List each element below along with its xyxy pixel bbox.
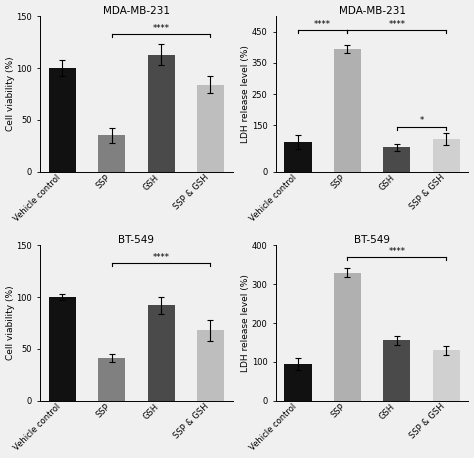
Bar (147, 55, 174, 172)
Text: ****: **** (314, 20, 331, 29)
Bar (433, 139, 460, 172)
Bar (284, 364, 311, 401)
Bar (383, 340, 410, 401)
Bar (147, 305, 174, 401)
Bar (197, 85, 224, 172)
Title: BT-549: BT-549 (354, 234, 390, 245)
Bar (383, 147, 410, 172)
Bar (98, 136, 125, 172)
Y-axis label: Cell viability (%): Cell viability (%) (6, 57, 15, 131)
Title: MDA-MB-231: MDA-MB-231 (338, 5, 406, 16)
Y-axis label: LDH release level (%): LDH release level (%) (241, 274, 250, 372)
Bar (334, 49, 361, 172)
Text: ****: **** (388, 20, 405, 29)
Text: ****: **** (153, 24, 170, 33)
Y-axis label: LDH release level (%): LDH release level (%) (241, 45, 250, 143)
Text: ****: **** (153, 253, 170, 262)
Bar (49, 68, 76, 172)
Title: MDA-MB-231: MDA-MB-231 (103, 5, 170, 16)
Text: ****: **** (388, 247, 405, 256)
Y-axis label: Cell viability (%): Cell viability (%) (6, 286, 15, 360)
Bar (334, 273, 361, 401)
Title: BT-549: BT-549 (118, 234, 155, 245)
Bar (284, 142, 311, 172)
Text: *: * (419, 116, 424, 125)
Bar (98, 358, 125, 401)
Bar (433, 350, 460, 401)
Bar (197, 330, 224, 401)
Bar (49, 297, 76, 401)
